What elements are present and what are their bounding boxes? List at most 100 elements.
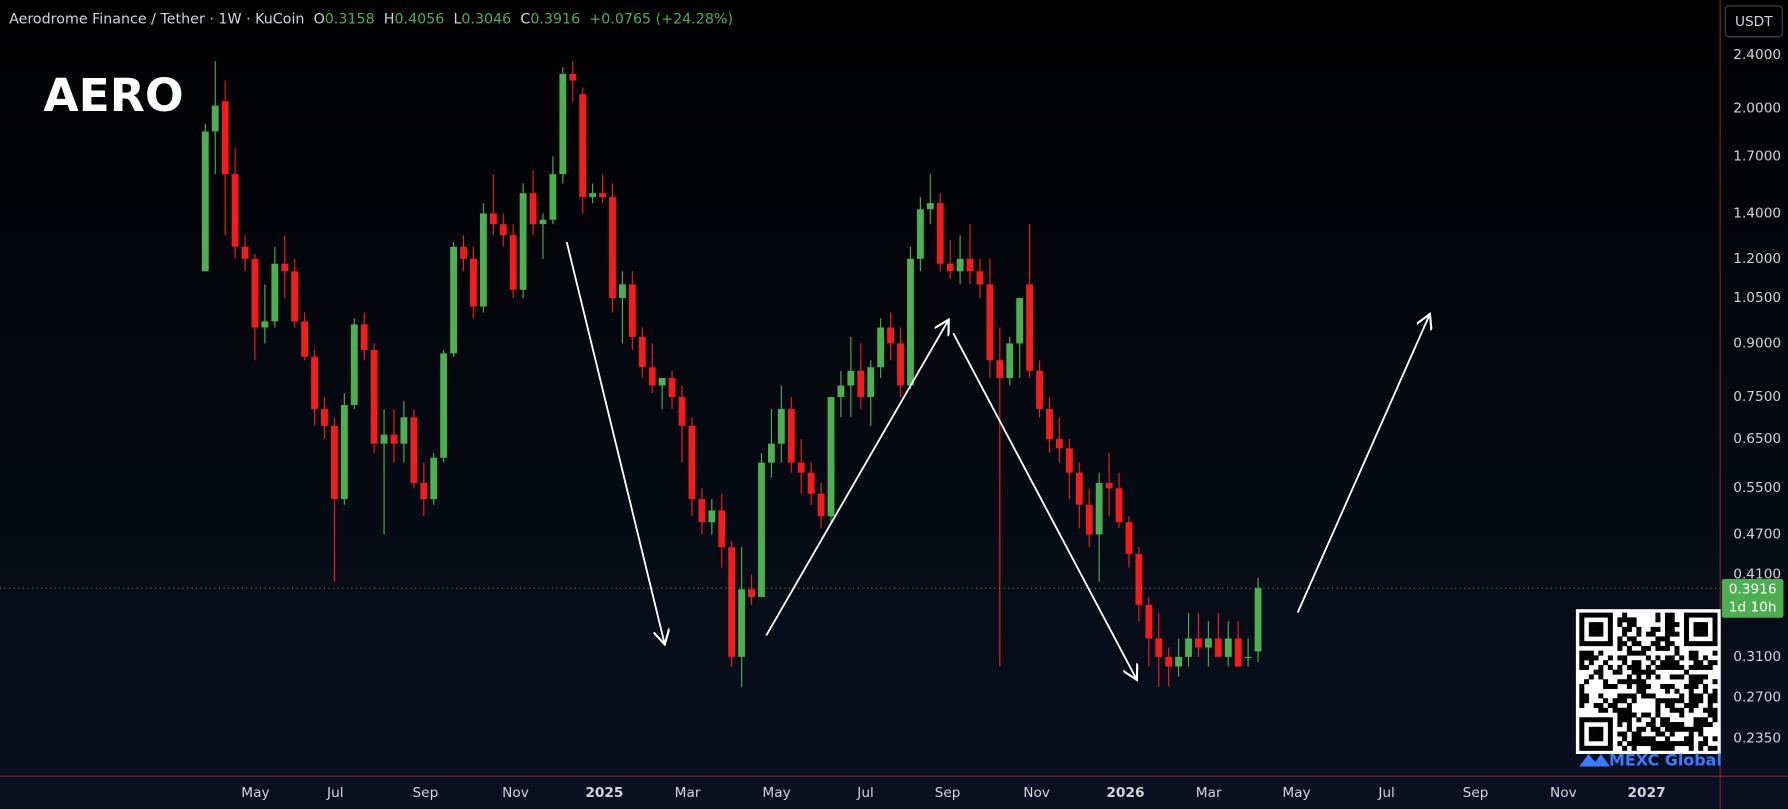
currency[interactable]: USDT	[1735, 14, 1773, 30]
qr-module	[1698, 641, 1704, 647]
qr-module	[1641, 693, 1647, 699]
qr-module	[1655, 664, 1661, 670]
qr-module	[1636, 679, 1642, 685]
qr-module	[1641, 645, 1647, 651]
qr-module	[1707, 660, 1713, 666]
qr-module	[1626, 636, 1632, 642]
qr-module	[1641, 688, 1647, 694]
qr-module	[1645, 683, 1651, 689]
candle-body	[1095, 482, 1103, 535]
qr-module	[1603, 707, 1609, 713]
qr-module	[1584, 693, 1590, 699]
x-tick-label: May	[762, 785, 790, 801]
qr-module	[1641, 741, 1647, 747]
candle-body	[489, 213, 497, 225]
candle-body	[261, 321, 269, 328]
qr-module	[1712, 650, 1718, 656]
x-tick-label: 2026	[1106, 785, 1144, 801]
qr-module	[1683, 726, 1689, 732]
candle-body	[956, 258, 964, 272]
qr-module	[1660, 683, 1666, 689]
qr-module	[1688, 703, 1694, 708]
candle-body	[1254, 588, 1262, 652]
qr-module	[1693, 655, 1699, 661]
candle-body	[211, 105, 219, 132]
qr-module	[1593, 622, 1599, 628]
plot	[0, 61, 1720, 687]
candle-body	[976, 271, 984, 285]
qr-module	[1626, 664, 1632, 670]
qr-module	[1579, 664, 1585, 670]
qr-module	[1679, 693, 1685, 699]
qr-module	[1598, 726, 1604, 732]
qr-module	[1622, 617, 1628, 623]
qr-module	[1607, 703, 1613, 708]
qr-module	[1688, 745, 1694, 751]
qr-module	[1593, 745, 1599, 751]
price-label-box	[1721, 579, 1784, 618]
candle-body	[470, 258, 477, 307]
candle-body	[738, 589, 746, 657]
annotations	[565, 241, 1430, 680]
qr-module	[1622, 698, 1628, 704]
qr-module	[1612, 683, 1618, 689]
arrow	[952, 332, 1137, 680]
qr-module	[1631, 622, 1637, 628]
qr-module	[1645, 631, 1651, 637]
qr-module	[1641, 650, 1647, 656]
qr-module	[1636, 650, 1642, 656]
qr-module	[1655, 698, 1661, 704]
qr-module	[1664, 703, 1670, 708]
qr-module	[1622, 712, 1628, 718]
qr-module	[1593, 726, 1599, 732]
qr-module	[1674, 645, 1680, 651]
qr-module	[1660, 745, 1666, 751]
qr-module	[1655, 726, 1661, 732]
qr-module	[1579, 722, 1585, 728]
qr-module	[1650, 741, 1656, 747]
qr-module	[1669, 698, 1675, 704]
qr-module	[1626, 650, 1632, 656]
x-tick-label: Jul	[326, 785, 344, 801]
qr-module	[1650, 745, 1656, 751]
qr-module	[1579, 655, 1585, 661]
qr-module	[1626, 622, 1632, 628]
qr-module	[1579, 745, 1585, 751]
qr-module	[1707, 698, 1713, 704]
candle-body	[688, 425, 696, 500]
qr-module	[1683, 626, 1689, 632]
qr-module	[1593, 731, 1599, 737]
candle-body	[1204, 638, 1212, 648]
qr-module	[1617, 617, 1623, 623]
y-tick-label: 0.3100	[1733, 649, 1781, 665]
qr-module	[1598, 731, 1604, 737]
qr-module	[1631, 731, 1637, 737]
candle-body	[569, 73, 577, 81]
qr-module	[1693, 631, 1699, 637]
candle-body	[549, 174, 557, 220]
candle-body	[857, 370, 865, 398]
candle-body	[728, 547, 736, 657]
candle-body	[748, 589, 755, 598]
qr-module	[1703, 664, 1709, 670]
currency-button[interactable]	[1724, 5, 1783, 38]
qr-module	[1698, 698, 1704, 704]
qr-module	[1607, 745, 1613, 751]
candle-body	[1105, 482, 1113, 489]
qr-module	[1588, 622, 1594, 628]
qr-module	[1688, 612, 1694, 618]
qr-module	[1588, 726, 1594, 732]
qr-module	[1626, 726, 1632, 732]
qr-module	[1631, 712, 1637, 718]
qr-module	[1579, 641, 1585, 647]
qr-module	[1669, 745, 1675, 751]
qr-module	[1674, 698, 1680, 704]
x-tick-label: Jul	[856, 785, 874, 801]
qr-module	[1598, 612, 1604, 618]
qr-module	[1607, 683, 1613, 689]
qr-module	[1622, 626, 1628, 632]
candle-body	[638, 336, 646, 368]
qr-module	[1703, 717, 1709, 723]
qr-module	[1607, 622, 1613, 628]
